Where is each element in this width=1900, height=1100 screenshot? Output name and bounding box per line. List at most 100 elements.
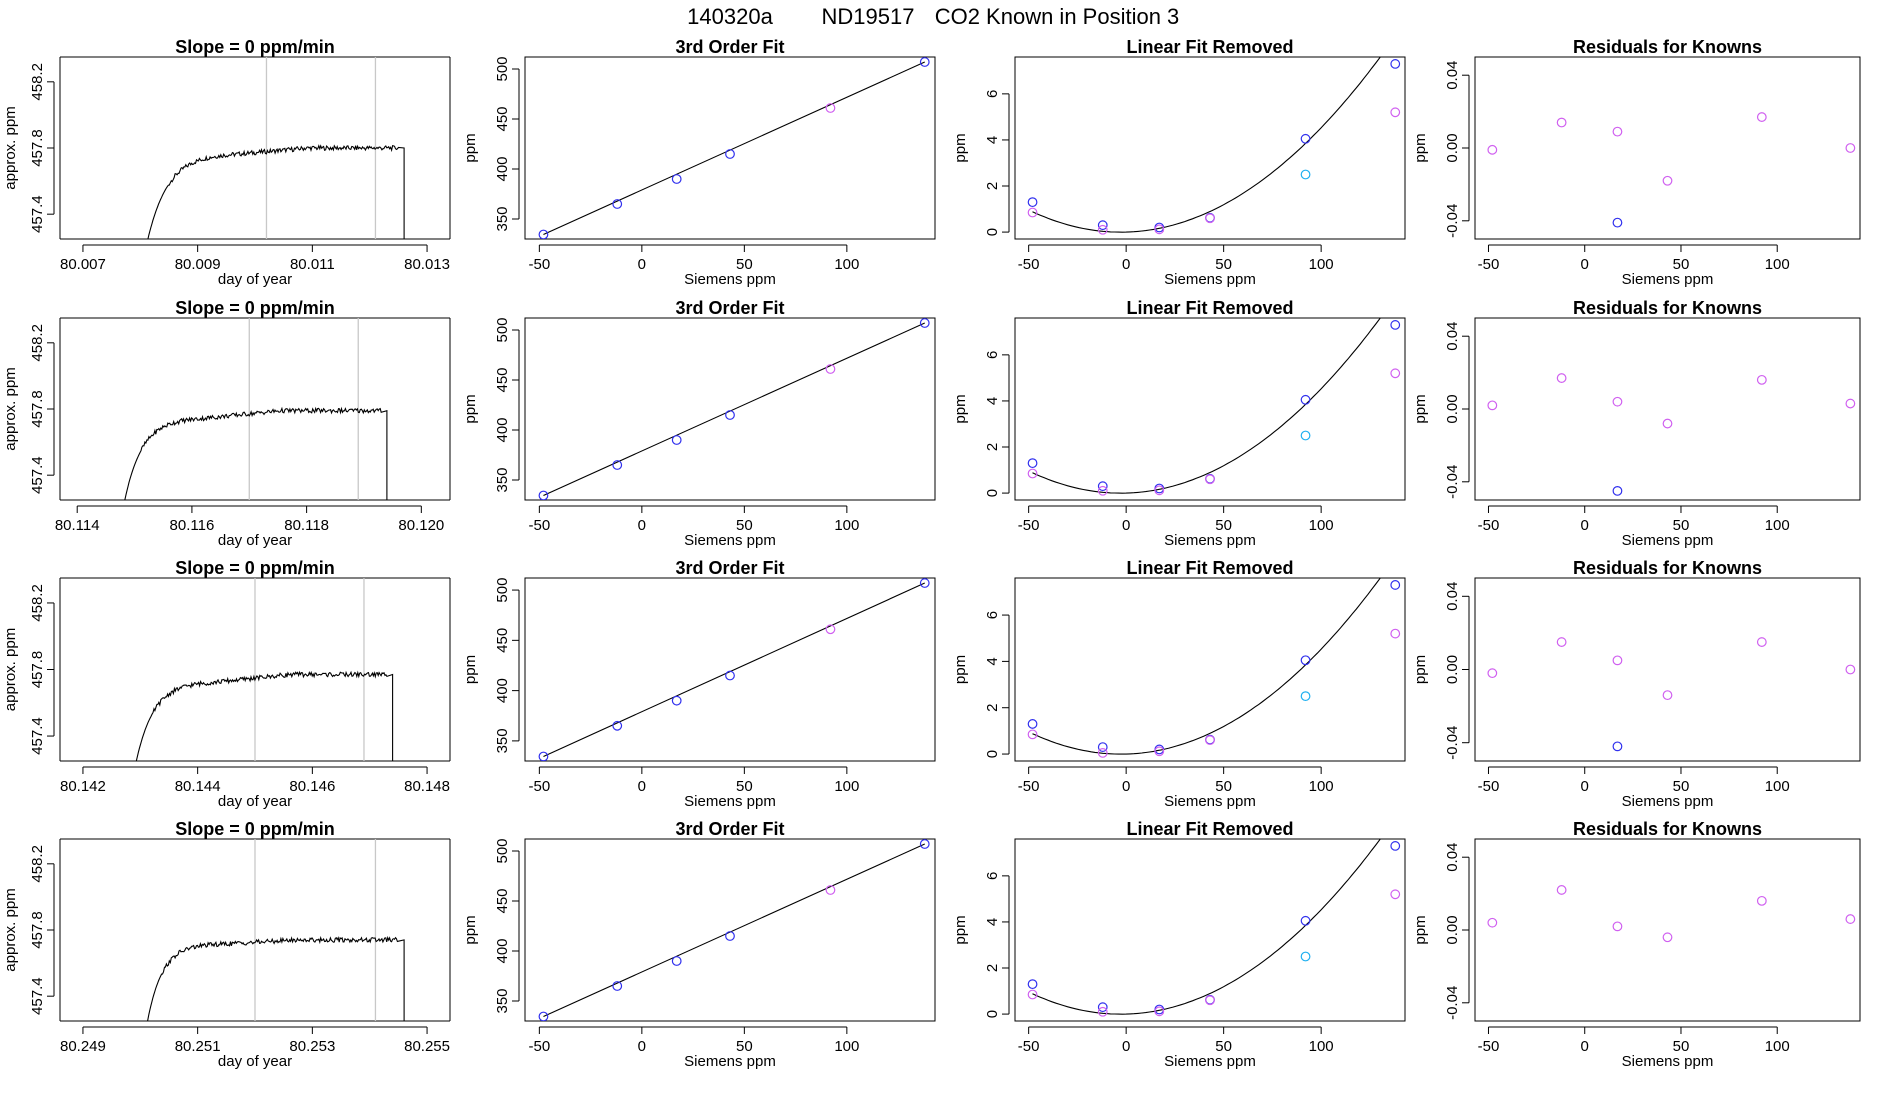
data-point: [1662, 175, 1673, 186]
x-tick-label: 80.007: [60, 256, 106, 273]
figure-title-description: CO2 Known in Position 3: [935, 4, 1180, 29]
plot-frame: [1474, 317, 1861, 501]
y-tick-label: 4: [984, 918, 1001, 926]
data-point: [1097, 481, 1108, 492]
data-point: [1097, 1006, 1108, 1017]
x-tick-label: 80.148: [404, 778, 450, 795]
y-axis-label: approx. ppm: [2, 628, 19, 711]
panel-r4-c4: Residuals for Knowns -50 0 50 100 Siemens ppm…: [1412, 819, 1861, 1070]
data-point: [725, 410, 735, 420]
plot-frame: [1474, 577, 1861, 762]
x-tick-label: 50: [1215, 1038, 1232, 1055]
data-point: [1300, 169, 1311, 180]
data-point: [671, 174, 682, 184]
data-point: [825, 364, 836, 374]
data-point: [1487, 668, 1498, 679]
data-point: [1390, 320, 1401, 330]
plot-frame: [524, 317, 936, 501]
y-tick-label: 458.2: [29, 324, 46, 362]
plot-area: [538, 318, 930, 500]
panel-r4-c1: Slope = 0 ppm/min 80.249 80.251 80.253 80.25…: [2, 819, 451, 1070]
y-tick-label: 457.4: [29, 195, 46, 233]
data-point: [1487, 400, 1498, 411]
data-point: [1556, 373, 1567, 383]
x-tick-label: -50: [1478, 778, 1500, 795]
panel-r3-c4: Residuals for Knowns -50 0 50 100 Siemens ppm…: [1412, 558, 1861, 810]
data-point: [1097, 485, 1108, 496]
y-tick-label: 450: [494, 106, 511, 131]
panel-r1-c3: Linear Fit Removed -50 0 50 100 Siemens ppm 0 2…: [952, 37, 1406, 288]
x-axis-label: Siemens ppm: [684, 793, 776, 810]
figure-title: 140320a ND19517 CO2 Known in Position 3: [687, 4, 1179, 29]
panel-title: Residuals for Knowns: [1573, 558, 1762, 578]
y-tick-label: 457.4: [29, 456, 46, 494]
x-tick-label: 0: [638, 778, 646, 795]
plot-area: [135, 578, 394, 761]
panel-title: Linear Fit Removed: [1126, 298, 1293, 318]
fit-line: [543, 322, 925, 497]
y-tick-label: 457.8: [29, 651, 46, 689]
data-point: [825, 885, 836, 895]
y-tick-label: 2: [984, 964, 1001, 972]
data-point: [1205, 735, 1215, 746]
y-tick-label: 4: [984, 657, 1001, 665]
x-tick-label: 0: [1581, 1038, 1589, 1055]
panel-title: 3rd Order Fit: [675, 298, 784, 318]
panel-title: Residuals for Knowns: [1573, 819, 1762, 839]
data-point: [1612, 741, 1623, 752]
x-tick-label: 100: [834, 256, 859, 273]
y-tick-label: 458.2: [29, 584, 46, 622]
x-axis-label: Siemens ppm: [684, 1053, 776, 1070]
y-axis-label: ppm: [1412, 915, 1429, 944]
panel-title: Slope = 0 ppm/min: [175, 37, 335, 57]
x-tick-label: 0: [1581, 256, 1589, 273]
x-tick-label: 80.253: [289, 1038, 335, 1055]
x-tick-label: 100: [834, 1038, 859, 1055]
y-tick-label: 450: [494, 367, 511, 392]
data-point: [612, 460, 623, 470]
x-tick-label: 0: [1122, 778, 1130, 795]
x-tick-label: 100: [1765, 517, 1790, 534]
panel-title: Slope = 0 ppm/min: [175, 819, 335, 839]
x-axis-label: Siemens ppm: [1622, 793, 1714, 810]
x-tick-label: 80.144: [175, 778, 221, 795]
y-tick-label: 500: [494, 317, 511, 342]
panel-title: Linear Fit Removed: [1126, 819, 1293, 839]
fit-curve: [1032, 578, 1381, 755]
plot-frame: [524, 56, 936, 240]
x-axis-label: Siemens ppm: [1622, 1053, 1714, 1070]
x-tick-label: 100: [1309, 256, 1334, 273]
plot-frame: [1014, 577, 1406, 762]
figure-title-run-id: 140320a: [687, 4, 773, 29]
x-axis-label: Siemens ppm: [1622, 271, 1714, 288]
plot-area: [1027, 578, 1401, 758]
y-axis-label: approx. ppm: [2, 106, 19, 189]
y-axis-label: approx. ppm: [2, 367, 19, 450]
y-tick-label: 0: [984, 228, 1001, 236]
data-point: [1612, 396, 1623, 407]
data-point: [1027, 197, 1038, 208]
x-tick-label: 0: [1122, 517, 1130, 534]
data-point: [1487, 917, 1498, 928]
plot-frame: [524, 577, 936, 762]
data-point: [1487, 144, 1498, 155]
x-axis-label: day of year: [218, 1053, 292, 1070]
x-tick-label: 80.120: [398, 517, 444, 534]
x-tick-label: 0: [638, 256, 646, 273]
data-point: [1027, 989, 1038, 1000]
panel-title: Linear Fit Removed: [1126, 37, 1293, 57]
panel-r1-c4: Residuals for Knowns -50 0 50 100 Siemens ppm…: [1412, 37, 1861, 288]
y-tick-label: -0.04: [1444, 204, 1461, 238]
data-point: [1300, 394, 1311, 405]
data-point: [538, 751, 549, 761]
data-point: [1612, 655, 1623, 666]
y-tick-label: 4: [984, 397, 1001, 405]
x-axis-label: Siemens ppm: [1622, 532, 1714, 549]
plot-frame: [1474, 838, 1861, 1022]
x-tick-label: 100: [834, 517, 859, 534]
y-tick-label: -0.04: [1444, 465, 1461, 499]
y-axis-label: ppm: [462, 133, 479, 162]
plot-area: [1027, 318, 1401, 496]
x-tick-label: 50: [1215, 778, 1232, 795]
plot-area: [1487, 885, 1856, 943]
